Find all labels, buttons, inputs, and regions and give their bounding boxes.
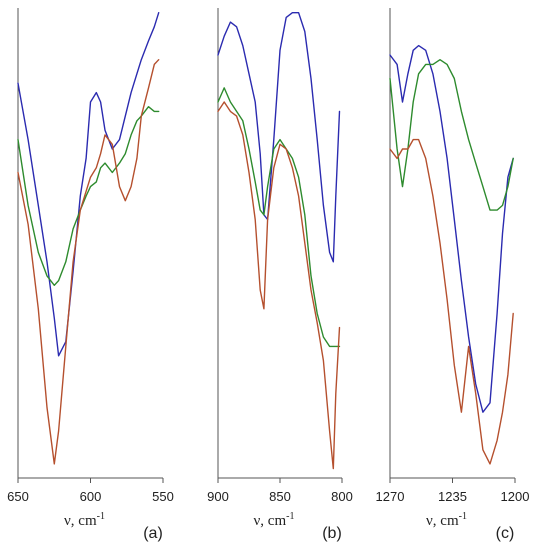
panel-c-x-axis-title: ν, cm-1	[426, 511, 467, 529]
panel-c-series-1-line	[389, 44, 514, 413]
panel-b-x-tick-label: 800	[331, 489, 353, 504]
panel-b-x-axis-title-text: ν, cm	[254, 513, 287, 529]
panel-a-series-2-line	[17, 105, 160, 286]
panel-c-series-2-line	[389, 59, 514, 211]
panel-c-x-axis-title-superscript: -1	[459, 511, 467, 522]
panel-a-series-3-line	[17, 59, 160, 465]
panel-b-series-2-line	[217, 87, 341, 348]
panel-c-x-axis-title-text: ν, cm	[426, 513, 459, 529]
panel-b-x-axis-title-superscript: -1	[286, 511, 294, 522]
panel-b-series-1-line	[217, 11, 341, 263]
panel-c-series-3-line	[389, 138, 514, 465]
panel-b-x-axis-title: ν, cm-1	[254, 511, 295, 529]
panel-a-x-tick-label: 550	[152, 489, 174, 504]
panel-a-series-1-line	[17, 11, 160, 357]
panel-a-label: (a)	[143, 525, 163, 542]
panel-a-x-axis-title-superscript: -1	[97, 511, 105, 522]
panel-c-x-tick-label: 1200	[501, 489, 530, 504]
panel-c-x-tick-label: 1270	[376, 489, 405, 504]
panel-a-x-axis-title-text: ν, cm	[64, 513, 97, 529]
panel-b-x-tick-label: 850	[269, 489, 291, 504]
panel-b-label: (b)	[322, 525, 342, 542]
panel-a-x-tick-label: 650	[7, 489, 29, 504]
panel-c-label: (c)	[496, 525, 515, 542]
panel-b-x-tick-label: 900	[207, 489, 229, 504]
panel-b-series-3-line	[217, 101, 341, 470]
panel-c-x-tick-label: 1235	[438, 489, 467, 504]
panel-a-x-axis-title: ν, cm-1	[64, 511, 105, 529]
panel-a-x-tick-label: 600	[80, 489, 102, 504]
